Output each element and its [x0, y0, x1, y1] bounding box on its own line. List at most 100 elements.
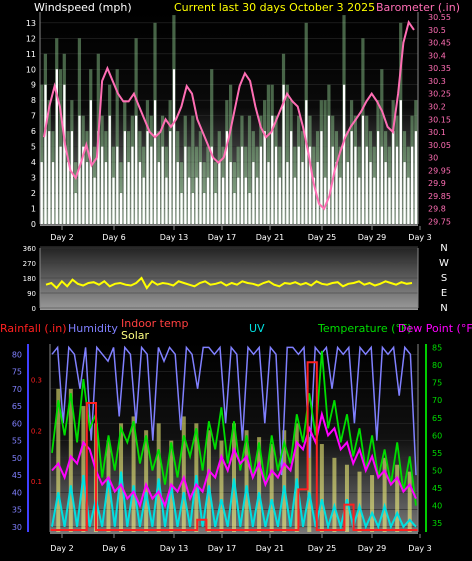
windspeed-tick-label: 12: [26, 34, 36, 43]
windspeed-bar: [119, 193, 123, 224]
solar-bar: [319, 444, 324, 532]
barometer-tick-label: 30.3: [428, 77, 446, 86]
windspeed-bar: [293, 177, 297, 224]
windspeed-bar: [195, 177, 198, 224]
gust-bar: [247, 115, 252, 224]
windspeed-bar: [199, 162, 202, 224]
windspeed-bar: [407, 177, 410, 224]
top-x-tick-label: Day 25: [308, 233, 337, 242]
top-x-tick-label: Day 29: [358, 233, 387, 242]
windspeed-bar: [271, 115, 274, 224]
windspeed-bar: [104, 162, 108, 224]
humidity-tick-label: 75: [12, 368, 22, 377]
bottom-x-tick-label: Day 25: [308, 544, 337, 553]
barometer-tick-label: 30.4: [428, 51, 446, 60]
legend-humidity: Humidity: [68, 322, 118, 335]
rain-tick-label: 0.2: [31, 427, 42, 435]
solar-bar: [156, 423, 161, 532]
windspeed-tick-label: 0: [31, 220, 36, 229]
windspeed-bar: [203, 193, 206, 224]
solar-bar: [332, 457, 337, 532]
windspeed-bar: [256, 177, 259, 224]
windspeed-bar: [282, 84, 285, 225]
bottom-x-tick-label: Day 17: [208, 544, 237, 553]
humidity-tick-label: 80: [12, 350, 22, 359]
windspeed-bar: [342, 84, 346, 225]
solar-bar: [244, 430, 249, 532]
windspeed-bar: [146, 131, 149, 224]
legend-dewpoint: Dew Point (°F): [398, 322, 472, 335]
windspeed-bar: [324, 177, 327, 224]
solar-bar: [257, 437, 262, 532]
windspeed-bar: [403, 162, 406, 224]
legend-indoor-temp: Indoor temp: [121, 317, 188, 330]
windspeed-bar: [108, 115, 111, 224]
barometer-tick-label: 30.25: [428, 90, 451, 99]
windspeed-bar: [51, 162, 55, 224]
legend-temperature: Temperature (°F): [317, 322, 412, 335]
windspeed-bar: [252, 162, 255, 224]
windspeed-bar: [176, 162, 179, 224]
barometer-tick-label: 29.85: [428, 192, 451, 201]
gust-bar: [40, 84, 44, 225]
barometer-tick-label: 30.55: [428, 13, 451, 22]
gust-bar: [213, 162, 218, 224]
solar-bar: [407, 471, 412, 532]
windspeed-bar: [263, 131, 266, 224]
windspeed-bar: [70, 131, 74, 224]
windspeed-bar: [225, 131, 229, 224]
windspeed-bar: [361, 115, 365, 224]
solar-bar: [269, 444, 274, 532]
windspeed-bar: [373, 177, 376, 224]
solar-bar: [131, 416, 136, 532]
windspeed-bar: [135, 115, 138, 224]
windspeed-bar: [191, 193, 195, 224]
windspeed-bar: [259, 146, 263, 224]
direction-axes: 0 90 180 270 360: [23, 245, 419, 313]
windspeed-bar: [229, 162, 232, 224]
gust-bar: [119, 162, 123, 224]
top-x-tick-label: Day 13: [160, 233, 189, 242]
windspeed-bar: [278, 177, 281, 224]
windspeed-bar: [210, 146, 213, 224]
gust-bar: [285, 84, 289, 225]
windspeed-bar: [399, 100, 402, 224]
windspeed-bar: [233, 193, 236, 224]
direction-line: [45, 276, 413, 290]
windspeed-bar: [97, 131, 100, 224]
period-title: Current last 30 days October 3 2025: [174, 1, 375, 14]
windspeed-bar: [85, 162, 89, 224]
windspeed-bar: [237, 177, 240, 224]
solar-bar: [344, 464, 349, 532]
windspeed-tick-label: 5: [31, 143, 36, 152]
windspeed-bar: [240, 146, 244, 224]
windspeed-bar: [301, 162, 304, 224]
solar-bar: [68, 388, 73, 532]
solar-bar: [282, 430, 287, 532]
solar-bar: [206, 430, 211, 532]
barometer-tick-label: 30.05: [428, 141, 451, 150]
windspeed-bar: [44, 84, 47, 225]
temperature-tick-label: 50: [432, 467, 442, 476]
windspeed-bar: [153, 100, 157, 224]
windspeed-tick-label: 9: [31, 81, 36, 90]
windspeed-tick-label: 1: [31, 205, 36, 214]
barometer-title: Barometer (.in): [376, 1, 460, 14]
humidity-tick-label: 50: [12, 454, 22, 463]
bottom-x-tick-label: Day 21: [256, 544, 285, 553]
temperature-tick-label: 80: [432, 361, 442, 370]
compass-letter: N: [440, 303, 447, 314]
humidity-series-line: [51, 345, 417, 476]
windspeed-bar: [320, 131, 323, 224]
windspeed-tick-label: 7: [31, 112, 36, 121]
windspeed-bar: [392, 131, 395, 224]
barometer-tick-label: 29.8: [428, 205, 446, 214]
windspeed-bar: [184, 146, 187, 224]
windspeed-bar: [395, 146, 399, 224]
solar-bar: [382, 457, 387, 532]
windspeed-bar: [214, 193, 217, 224]
windspeed-bar: [290, 131, 293, 224]
windspeed-bar: [350, 131, 353, 224]
windspeed-tick-label: 8: [31, 96, 36, 105]
